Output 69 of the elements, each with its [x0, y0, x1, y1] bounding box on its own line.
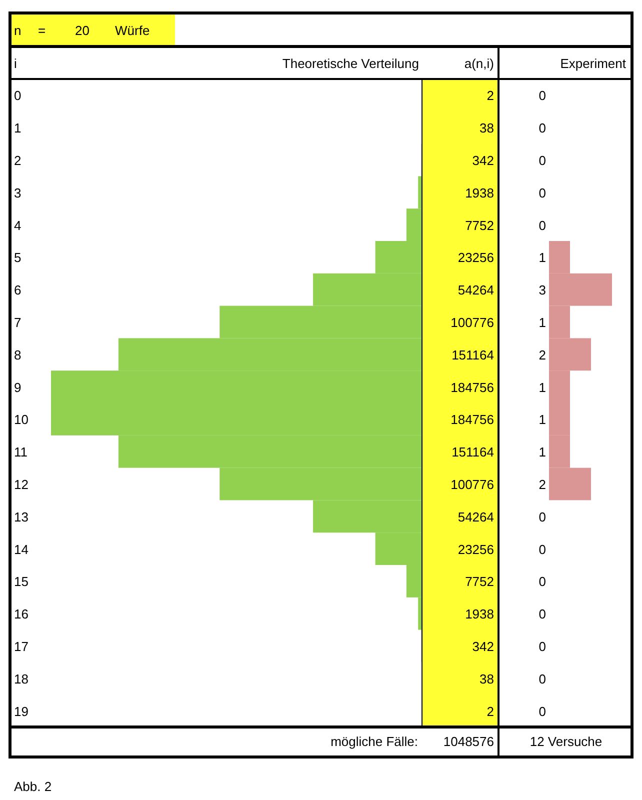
chart-title: Theoretische Verteilung [282, 56, 419, 71]
data-label: 0 [538, 120, 546, 136]
data-label: 1 [538, 315, 546, 330]
y-tick-label: 10 [14, 412, 28, 428]
y-tick-label: 1 [14, 120, 22, 136]
data-label: 7752 [465, 574, 494, 590]
y-tick-label: 16 [14, 606, 28, 622]
y-tick-label: 11 [14, 444, 28, 460]
y-tick-label: 6 [14, 282, 22, 298]
data-label: 1 [538, 412, 546, 428]
y-tick-label: 8 [14, 347, 22, 362]
data-label: 1 [538, 444, 546, 460]
data-label: 2 [486, 704, 494, 719]
data-label: 342 [472, 153, 494, 168]
y-axis-title: i [14, 56, 17, 71]
data-label: 0 [538, 88, 546, 104]
y-tick-label: 7 [14, 315, 22, 330]
y-tick-label: 12 [14, 477, 28, 492]
y-tick-label: 17 [14, 639, 28, 654]
caption: Abb. 2 [14, 779, 52, 794]
data-label: 100776 [450, 315, 494, 330]
data-label: 2 [486, 88, 494, 104]
data-label: 184756 [450, 380, 494, 395]
y-tick-label: 18 [14, 671, 28, 686]
data-label: 0 [538, 542, 546, 557]
data-label: 38 [480, 120, 494, 136]
data-label: 1 [538, 380, 546, 395]
y-tick-label: 5 [14, 250, 22, 266]
data-label: 0 [538, 704, 546, 719]
data-label: 0 [538, 185, 546, 200]
data-label: 38 [480, 671, 494, 686]
data-label: 0 [538, 574, 546, 590]
y-tick-label: 9 [14, 380, 22, 395]
data-label: 0 [538, 606, 546, 622]
y-tick-label: 3 [14, 185, 22, 200]
data-label: 184756 [450, 412, 494, 428]
y-tick-label: 15 [14, 574, 28, 590]
data-label: 151164 [452, 444, 494, 460]
y-tick-label: 19 [14, 704, 28, 719]
data-label: 0 [538, 153, 546, 168]
data-label: 2 [538, 347, 546, 362]
y-tick-label: 13 [14, 509, 28, 524]
data-label: 3 [538, 282, 546, 298]
text: mögliche Fälle: [330, 734, 418, 749]
data-label: 0 [538, 671, 546, 686]
data-label: 1938 [465, 185, 494, 200]
data-label: 151164 [452, 347, 494, 362]
data-label: 23256 [458, 250, 494, 266]
data-label: 54264 [458, 509, 494, 524]
data-label: 2 [538, 477, 546, 492]
text: 12 Versuche [530, 734, 602, 749]
text: a(n,i) [464, 56, 494, 71]
data-label: 23256 [458, 542, 494, 557]
data-label: 7752 [465, 218, 494, 233]
data-label: 0 [538, 218, 546, 233]
chart-title: Experiment [560, 56, 626, 71]
data-label: 0 [538, 639, 546, 654]
y-tick-label: 14 [14, 542, 28, 557]
data-label: 1 [538, 250, 546, 266]
data-label: 1938 [465, 606, 494, 622]
y-tick-label: 0 [14, 88, 22, 104]
text: 1048576 [443, 734, 494, 749]
data-label: 100776 [450, 477, 494, 492]
y-tick-label: 4 [14, 218, 22, 233]
text: n = 20 Würfe [14, 23, 150, 38]
data-label: 342 [472, 639, 494, 654]
data-label: 0 [538, 509, 546, 524]
data-label: 54264 [458, 282, 494, 298]
y-tick-label: 2 [14, 153, 22, 168]
